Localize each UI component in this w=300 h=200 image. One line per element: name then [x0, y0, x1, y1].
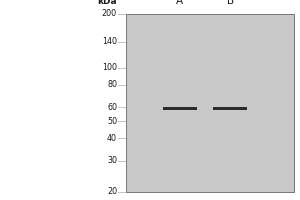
Text: 100: 100: [102, 63, 117, 72]
Text: 200: 200: [102, 9, 117, 19]
Text: 80: 80: [107, 80, 117, 89]
Text: 20: 20: [107, 188, 117, 196]
Text: 60: 60: [107, 103, 117, 112]
Text: B: B: [226, 0, 234, 6]
Text: A: A: [176, 0, 183, 6]
Text: kDa: kDa: [98, 0, 117, 6]
Text: 140: 140: [102, 37, 117, 46]
Bar: [213, 107, 247, 110]
Bar: [126, 14, 294, 192]
Text: 30: 30: [107, 156, 117, 165]
Text: 50: 50: [107, 117, 117, 126]
Bar: [163, 107, 196, 110]
Text: 40: 40: [107, 134, 117, 143]
